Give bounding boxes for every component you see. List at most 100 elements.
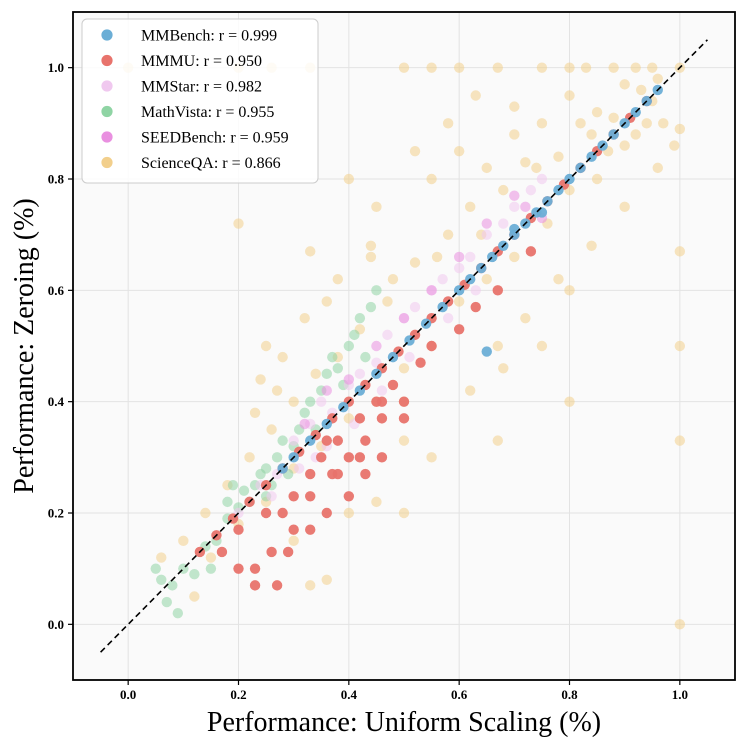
data-point-mmmu — [376, 396, 388, 407]
data-point-scienceqa — [271, 385, 283, 396]
data-point-mmmu — [216, 546, 228, 558]
data-point-mathvista — [238, 485, 250, 496]
data-point-mmbench — [509, 223, 520, 235]
data-point-mathvista — [205, 563, 217, 574]
data-point-scienceqa — [398, 363, 410, 374]
legend-label-seedbench: SEEDBench: r = 0.959 — [141, 130, 289, 147]
data-point-scienceqa — [260, 340, 272, 352]
data-point-mmmu — [415, 357, 426, 368]
data-point-mmstar — [536, 173, 548, 185]
data-point-scienceqa — [580, 62, 592, 73]
data-point-mmstar — [409, 301, 421, 313]
data-point-mmmu — [332, 468, 343, 480]
data-point-mathvista — [305, 396, 316, 407]
data-point-seedbench — [371, 340, 382, 352]
data-point-scienceqa — [365, 251, 377, 263]
data-point-mathvista — [349, 329, 360, 341]
data-point-scienceqa — [409, 257, 421, 268]
data-point-scienceqa — [658, 118, 669, 129]
data-point-scienceqa — [266, 424, 277, 435]
y-tick-label: 0.8 — [48, 172, 65, 187]
x-tick-label: 0.0 — [120, 687, 136, 702]
data-point-mathvista — [222, 496, 233, 508]
data-point-scienceqa — [470, 90, 481, 101]
data-point-scienceqa — [343, 173, 355, 185]
legend-label-mathvista: MathVista: r = 0.955 — [141, 104, 274, 121]
data-point-mathvista — [321, 368, 332, 380]
y-tick-label: 0.2 — [48, 506, 64, 521]
x-tick-label: 0.8 — [561, 687, 578, 702]
data-point-mmmu — [492, 285, 503, 296]
legend-label-mmstar: MMStar: r = 0.982 — [141, 79, 262, 96]
data-point-scienceqa — [536, 118, 548, 129]
legend-marker-mmstar — [101, 80, 113, 92]
data-point-mathvista — [150, 563, 161, 574]
x-axis-ticks: 0.0 0.2 0.4 0.6 0.8 1.0 — [120, 680, 688, 702]
data-point-mmmu — [398, 413, 410, 424]
y-tick-label: 0.0 — [48, 617, 64, 632]
data-point-mmmu — [249, 580, 261, 591]
data-point-mmmu — [354, 413, 366, 424]
data-point-mmbench — [481, 346, 492, 357]
data-point-scienceqa — [332, 274, 343, 285]
data-point-mmmu — [266, 546, 277, 558]
data-point-mathvista — [354, 312, 366, 324]
data-point-mathvista — [156, 574, 167, 585]
data-point-seedbench — [520, 201, 531, 213]
data-point-scienceqa — [630, 129, 641, 140]
data-point-scienceqa — [205, 552, 217, 563]
data-point-seedbench — [321, 385, 332, 396]
data-point-mmmu — [387, 379, 399, 391]
data-point-mmmu — [354, 452, 366, 463]
data-point-scienceqa — [608, 112, 619, 123]
data-point-scienceqa — [453, 62, 465, 73]
data-point-scienceqa — [343, 507, 355, 519]
data-point-scienceqa — [647, 62, 658, 73]
data-point-mmmu — [233, 524, 244, 535]
data-point-scienceqa — [371, 496, 382, 508]
data-point-mathvista — [271, 452, 283, 463]
data-point-scienceqa — [426, 452, 437, 463]
data-point-mmmu — [233, 563, 244, 574]
data-point-mathvista — [365, 301, 377, 313]
y-axis-label: Performance: Zeroing (%) — [9, 198, 40, 493]
data-point-mmstar — [481, 229, 492, 240]
data-point-scienceqa — [492, 62, 503, 73]
data-point-scienceqa — [481, 162, 492, 174]
data-point-scienceqa — [619, 140, 630, 151]
data-point-scienceqa — [398, 435, 410, 446]
data-point-scienceqa — [641, 118, 652, 129]
data-point-seedbench — [453, 251, 465, 263]
legend-marker-scienceqa — [101, 156, 113, 169]
data-point-scienceqa — [564, 396, 575, 407]
data-point-mmmu — [288, 524, 299, 535]
data-point-scienceqa — [288, 535, 299, 547]
data-point-scienceqa — [608, 62, 619, 73]
data-point-scienceqa — [398, 507, 410, 519]
data-point-scienceqa — [674, 123, 686, 135]
data-point-scienceqa — [536, 340, 548, 352]
y-tick-label: 0.4 — [48, 394, 65, 409]
data-point-mmmu — [453, 324, 465, 335]
data-point-scienceqa — [310, 368, 321, 380]
data-point-scienceqa — [288, 396, 299, 407]
data-point-scienceqa — [156, 552, 167, 563]
data-point-scienceqa — [305, 246, 316, 257]
data-point-mmmu — [316, 452, 327, 463]
y-axis-ticks: 0.0 0.2 0.4 0.6 0.8 1.0 — [48, 60, 73, 632]
data-point-scienceqa — [674, 435, 686, 446]
x-tick-label: 0.6 — [451, 687, 468, 702]
data-point-mathvista — [299, 407, 310, 418]
data-point-scienceqa — [255, 374, 266, 385]
data-point-scienceqa — [244, 452, 255, 463]
data-point-mmstar — [465, 251, 476, 263]
data-point-mathvista — [161, 596, 172, 608]
x-axis-label: Performance: Uniform Scaling (%) — [207, 707, 601, 738]
data-point-seedbench — [509, 190, 520, 201]
data-point-mmstar — [525, 184, 537, 196]
y-tick-label: 1.0 — [48, 60, 64, 75]
legend-label-scienceqa: ScienceQA: r = 0.866 — [141, 155, 281, 172]
data-point-scienceqa — [509, 251, 520, 263]
